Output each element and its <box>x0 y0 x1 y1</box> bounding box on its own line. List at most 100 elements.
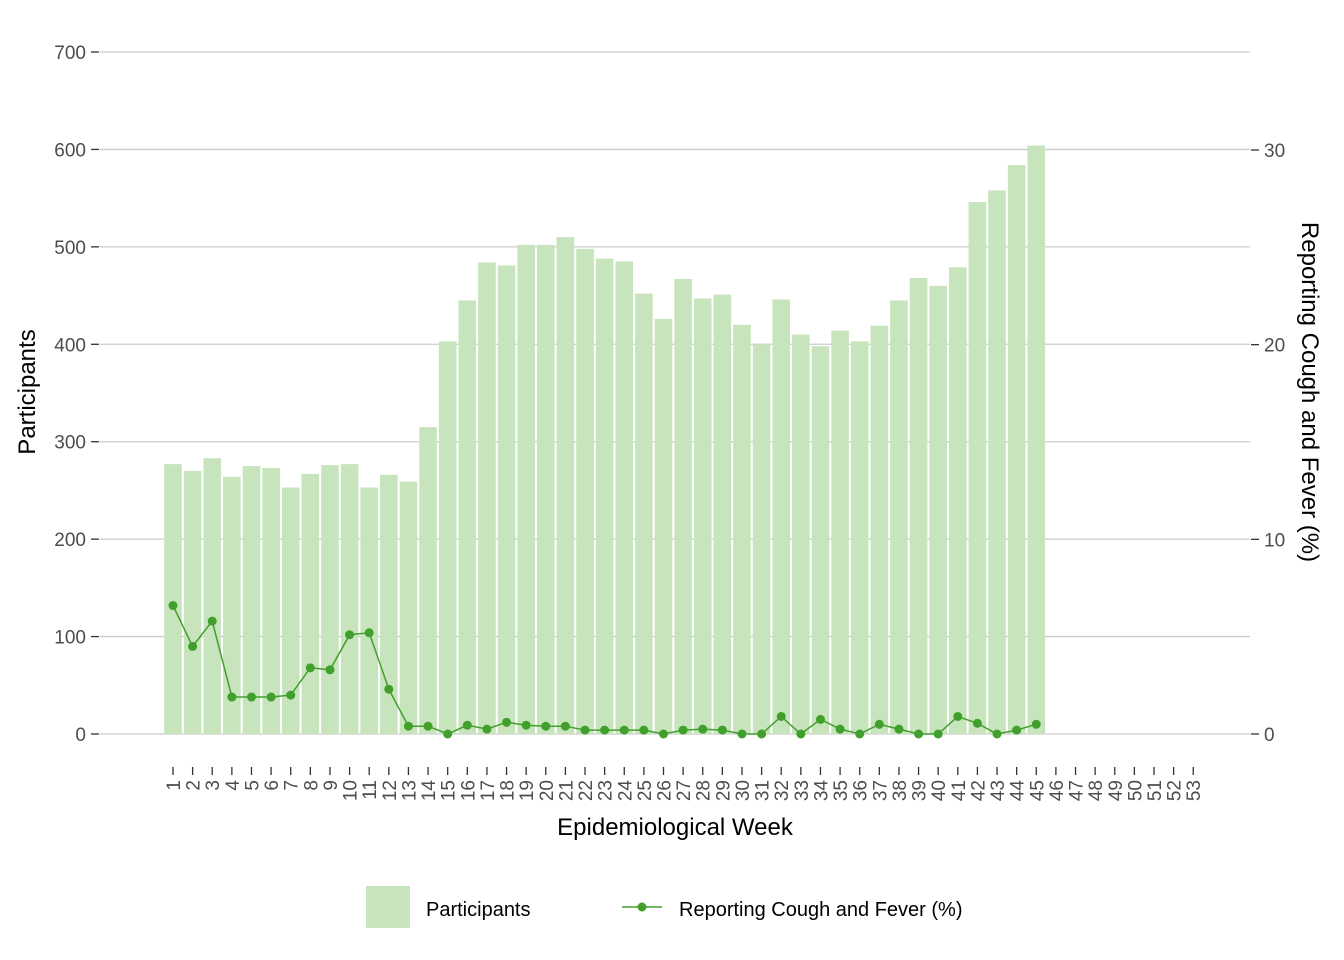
bar-week-25 <box>635 293 653 734</box>
y-left-tick-label: 0 <box>75 725 86 746</box>
point-week-26 <box>659 729 668 739</box>
bar-week-44 <box>1007 165 1026 734</box>
legend-swatch-participants <box>366 886 410 928</box>
x-tick-label-13: 13 <box>399 780 420 801</box>
bar-week-13 <box>399 481 418 734</box>
y-left-tick-label: 400 <box>54 335 86 356</box>
x-tick-label-35: 35 <box>831 780 852 801</box>
point-week-35 <box>835 724 845 734</box>
y-left-tick-label: 600 <box>54 140 86 161</box>
bar-week-11 <box>360 487 378 734</box>
x-tick-label-19: 19 <box>517 780 538 801</box>
bar-week-3 <box>203 458 222 734</box>
x-tick-label-20: 20 <box>537 780 558 801</box>
bar-week-33 <box>792 334 810 734</box>
x-tick-label-49: 49 <box>1106 780 1127 801</box>
bar-week-30 <box>733 324 751 734</box>
point-week-6 <box>266 692 276 702</box>
bar-week-32 <box>772 299 791 734</box>
point-week-15 <box>443 729 453 739</box>
point-week-30 <box>737 729 747 739</box>
bar-week-27 <box>674 279 692 734</box>
bar-week-24 <box>615 261 634 734</box>
x-tick-label-51: 51 <box>1145 780 1166 801</box>
y-right-tick-label: 20 <box>1264 336 1285 357</box>
x-tick-label-1: 1 <box>164 780 185 791</box>
x-tick-label-22: 22 <box>576 780 597 801</box>
x-tick-label-9: 9 <box>321 780 342 791</box>
point-week-25 <box>639 725 649 735</box>
x-tick-label-45: 45 <box>1027 780 1048 801</box>
point-week-2 <box>188 641 198 651</box>
point-week-23 <box>600 725 610 735</box>
bar-week-28 <box>693 298 712 734</box>
y-left-tick-label: 700 <box>54 43 86 64</box>
x-tick-label-25: 25 <box>635 780 656 801</box>
cough-fever-line <box>168 601 1041 739</box>
x-tick-label-41: 41 <box>949 780 970 801</box>
point-week-20 <box>541 721 551 731</box>
point-week-39 <box>914 729 924 739</box>
x-tick-label-27: 27 <box>674 780 695 801</box>
point-week-1 <box>168 601 178 611</box>
y-left-tick-label: 500 <box>54 238 86 259</box>
x-tick-label-24: 24 <box>615 780 636 802</box>
x-axis-title: Epidemiological Week <box>557 814 794 841</box>
legend: Participants Reporting Cough and Fever (… <box>366 886 962 928</box>
x-tick-label-23: 23 <box>596 780 617 801</box>
bar-week-5 <box>242 466 261 734</box>
point-week-3 <box>207 616 217 626</box>
legend-label-cough-fever: Reporting Cough and Fever (%) <box>679 899 962 921</box>
bar-week-4 <box>223 476 241 734</box>
x-tick-label-15: 15 <box>439 780 460 801</box>
bar-week-20 <box>536 244 555 734</box>
point-week-38 <box>894 724 904 734</box>
point-week-18 <box>502 717 512 727</box>
x-tick-label-46: 46 <box>1047 780 1068 801</box>
x-tick-label-53: 53 <box>1184 780 1205 801</box>
point-week-12 <box>384 684 394 694</box>
x-tick-label-47: 47 <box>1067 780 1088 801</box>
legend-swatch-cough-fever-point <box>637 902 647 912</box>
x-tick-label-5: 5 <box>242 780 263 791</box>
x-tick-label-36: 36 <box>851 780 872 801</box>
point-week-42 <box>972 718 982 728</box>
bar-week-39 <box>909 278 928 734</box>
x-tick-label-32: 32 <box>772 780 793 801</box>
point-week-7 <box>286 690 296 700</box>
point-week-19 <box>521 720 531 730</box>
x-tick-label-34: 34 <box>811 780 832 802</box>
bar-week-31 <box>752 344 771 734</box>
x-tick-label-28: 28 <box>694 780 715 801</box>
x-axis: 1234567891011121314151617181920212223242… <box>164 767 1205 801</box>
bar-week-2 <box>183 470 202 734</box>
point-week-31 <box>757 729 767 739</box>
bar-week-35 <box>831 330 849 734</box>
bar-week-1 <box>164 464 182 734</box>
y-left-tick-label: 300 <box>54 433 86 454</box>
y-right-tick-label: 10 <box>1264 530 1285 551</box>
point-week-14 <box>423 721 433 731</box>
bar-week-16 <box>458 300 477 734</box>
bar-week-37 <box>870 325 889 734</box>
x-tick-label-6: 6 <box>262 780 283 791</box>
point-week-24 <box>619 725 629 735</box>
x-tick-label-18: 18 <box>498 780 519 801</box>
point-week-5 <box>246 692 256 702</box>
x-tick-label-40: 40 <box>929 780 950 801</box>
point-week-9 <box>325 665 335 675</box>
point-week-40 <box>933 729 943 739</box>
point-week-41 <box>953 711 963 721</box>
x-tick-label-26: 26 <box>655 780 676 801</box>
bar-week-42 <box>968 202 987 735</box>
x-tick-label-38: 38 <box>890 780 911 801</box>
point-week-16 <box>462 720 472 730</box>
y-axis-right-title: Reporting Cough and Fever (%) <box>1296 222 1323 562</box>
y-right-tick-label: 0 <box>1264 725 1275 746</box>
bar-week-9 <box>321 465 339 734</box>
y-left-tick-label: 100 <box>54 628 86 649</box>
x-tick-label-30: 30 <box>733 780 754 801</box>
x-tick-label-4: 4 <box>223 780 244 791</box>
bar-week-15 <box>438 341 457 734</box>
